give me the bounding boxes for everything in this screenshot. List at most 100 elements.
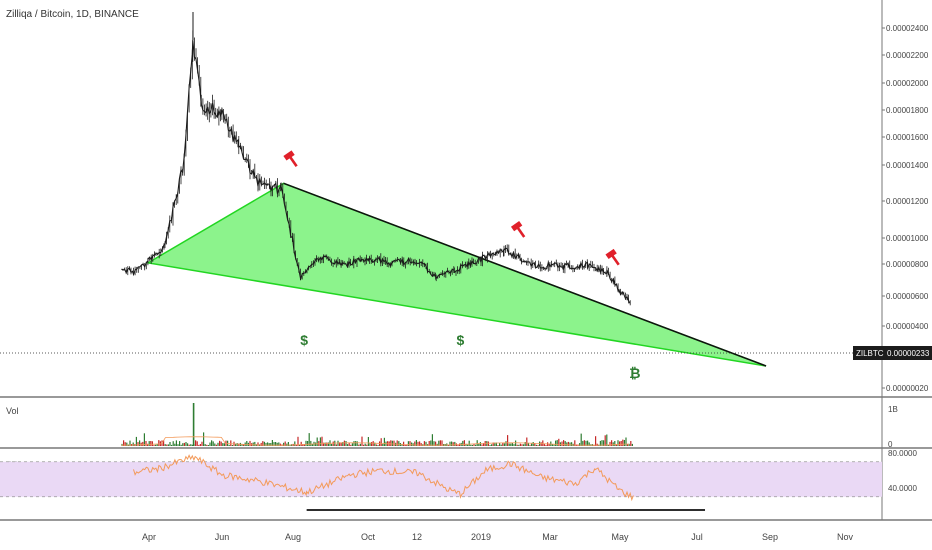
hammer-handle [516,227,526,238]
volume-bar [260,442,262,446]
volume-bar [147,443,149,446]
rsi-line-series [133,454,634,502]
dollar-marker: $ [457,332,465,348]
hammer-icon [283,150,298,168]
volume-bar [206,444,208,446]
x-tick-label: Oct [361,532,376,542]
volume-bar [363,444,365,446]
volume-bar [143,433,145,446]
volume-bar [235,443,237,446]
volume-bar [476,440,478,446]
volume-bar [366,444,368,446]
volume-bar [377,444,379,446]
volume-bar [409,441,411,446]
x-tick-label: Jul [691,532,703,542]
x-tick-label: Sep [762,532,778,542]
volume-bar [396,440,398,446]
volume-bar [332,441,334,446]
x-tick-label: Aug [285,532,301,542]
volume-bar [196,441,198,446]
volume-bar [273,442,275,446]
volume-bar [630,441,632,446]
volume-bar [268,443,270,446]
volume-bar [188,444,190,446]
volume-bar [603,440,605,446]
volume-bar [283,442,285,446]
dollar-marker: $ [300,332,308,348]
volume-bar [177,444,179,446]
volume-bar [479,442,481,446]
volume-bar [467,444,469,446]
volume-bar [398,441,400,446]
x-tick-label: Mar [542,532,558,542]
volume-bar [187,443,189,446]
volume-bar [574,440,576,446]
volume-bar [275,442,277,446]
volume-label: Vol [6,406,19,416]
price-tick-label: 0.00000800 [886,260,929,269]
volume-bar [470,444,472,446]
volume-bar [340,442,342,446]
volume-bar [569,442,571,446]
x-tick-label: 2019 [471,532,491,542]
volume-bar [308,433,310,446]
volume-bar [401,443,403,446]
volume-bar [324,442,326,446]
volume-bar [478,443,480,446]
volume-bar [563,440,565,446]
price-tick-label: 0.00002400 [886,24,929,33]
volume-bar [543,443,545,446]
volume-bar [555,440,557,446]
volume-bar [411,442,413,446]
volume-bar [164,444,166,446]
volume-bar [135,436,137,446]
volume-bar [519,443,521,446]
volume-bar [271,440,273,446]
volume-bar [521,444,523,446]
volume-bar [580,433,582,446]
volume-bar [364,443,366,446]
volume-bar [431,434,433,446]
price-tick-label: 0.00002000 [886,79,929,88]
hammer-head [510,221,523,232]
price-tick-label: 0.00001200 [886,197,929,206]
volume-bar [420,443,422,446]
price-tick-label: 0.00001600 [886,133,929,142]
volume-bar [513,444,515,446]
volume-bar [124,442,126,446]
volume-bar [601,440,603,446]
volume-bar [604,435,606,446]
volume-bar [246,441,248,446]
volume-bar [631,443,633,446]
volume-bar [452,442,454,446]
volume-tick-label: 1B [888,405,898,414]
volume-bar [599,440,601,446]
x-tick-label: 12 [412,532,422,542]
volume-bar [166,444,168,446]
volume-bar [284,441,286,446]
volume-bar [148,441,150,446]
volume-bar [587,440,589,446]
volume-bar [347,444,349,446]
volume-bar [468,440,470,446]
volume-bar [441,440,443,446]
price-tick-label: 0.00001400 [886,161,929,170]
volume-bar [566,442,568,446]
price-tick-label: 0.00000600 [886,292,929,301]
volume-bar [350,444,352,446]
volume-bar [326,442,328,446]
volume-bar [300,441,302,446]
volume-bar [371,442,373,446]
volume-bar [433,441,435,446]
volume-bar [369,442,371,446]
volume-bar [473,443,475,446]
volume-bar [531,443,533,446]
volume-bar [279,443,281,446]
volume-bar [542,440,544,446]
volume-bar [151,441,153,446]
volume-bar [220,441,222,446]
volume-bar [222,443,224,446]
volume-bar [327,442,329,446]
volume-bar [374,442,376,446]
volume-bar [483,443,485,446]
